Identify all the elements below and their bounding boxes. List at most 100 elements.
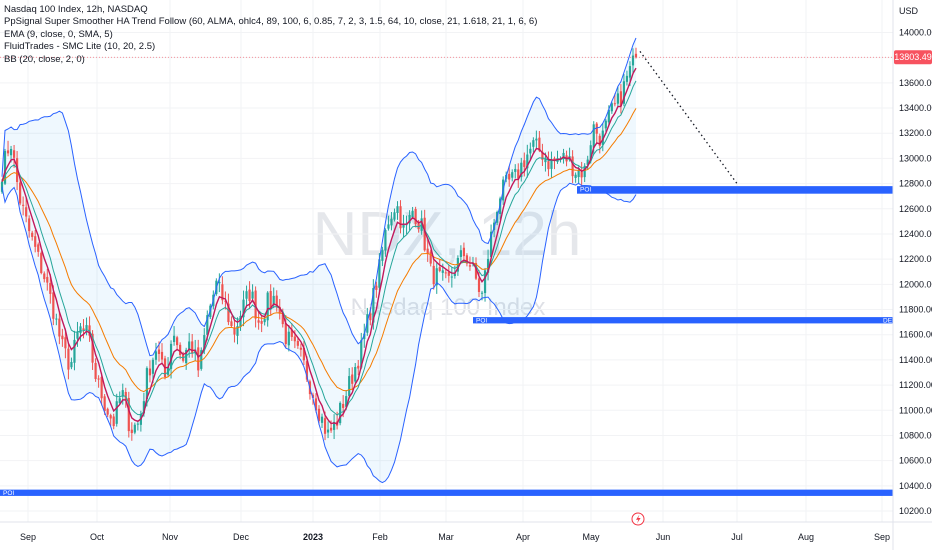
time-tick-label: May	[582, 532, 600, 542]
candle	[79, 323, 82, 342]
candle	[583, 163, 586, 183]
price-tick-label: 13400.00	[899, 103, 932, 113]
candle	[435, 262, 438, 294]
legend-title: Nasdaq 100 Index, 12h, NASDAQ	[4, 4, 148, 15]
price-tick-label: 11000.00	[899, 405, 932, 415]
candle	[197, 339, 200, 377]
candle	[526, 144, 529, 178]
candle	[28, 215, 31, 238]
candle	[631, 48, 635, 74]
time-tick-label: Aug	[798, 532, 814, 542]
candle	[610, 101, 613, 114]
candle	[176, 335, 179, 351]
candle	[402, 214, 405, 238]
candle	[172, 326, 176, 346]
candle	[619, 84, 623, 114]
price-tick-label: 11200.00	[899, 380, 932, 390]
price-tick-label: 13200.00	[899, 128, 932, 138]
candle	[326, 421, 330, 439]
candle	[15, 151, 19, 191]
poi-zone-box	[577, 186, 893, 194]
price-tick-label: 13000.00	[899, 153, 932, 163]
candle	[550, 151, 553, 179]
price-tick-label: 14000.00	[899, 28, 932, 38]
candle	[574, 172, 577, 183]
candle	[529, 142, 532, 161]
candle	[390, 212, 393, 231]
candle	[133, 422, 136, 435]
candle	[317, 405, 321, 425]
candle	[520, 157, 523, 182]
candle	[37, 242, 40, 257]
bb-lower-line	[1, 182, 637, 484]
poi-zone-label: POI	[3, 490, 14, 497]
candle	[19, 177, 22, 206]
candle	[447, 264, 450, 283]
time-axis[interactable]: Sep Oct Nov Dec 2023 Feb Mar Apr May Jun Jul Aug Sep	[20, 532, 890, 542]
candle	[604, 118, 607, 132]
candle	[43, 271, 46, 283]
candle	[411, 206, 414, 219]
candle	[127, 391, 130, 438]
price-tick-label: 12400.00	[899, 229, 932, 239]
grid	[0, 0, 893, 522]
candle	[580, 161, 583, 187]
indicator-lines	[1, 37, 637, 484]
candle	[396, 201, 399, 220]
candle	[242, 290, 245, 327]
smoother-line	[1, 67, 637, 425]
candle	[106, 407, 109, 418]
price-tick-label: 10200.00	[899, 506, 932, 516]
event-flag-icon[interactable]	[631, 512, 645, 526]
bollinger-band-fill	[2, 38, 636, 483]
candle	[230, 316, 233, 328]
time-tick-label: Nov	[162, 532, 179, 542]
candle	[22, 196, 25, 216]
legend-indicator-smoother[interactable]: PpSignal Super Smoother HA Trend Follow …	[4, 16, 538, 28]
candle	[622, 73, 626, 107]
time-tick-label: Sep	[874, 532, 890, 542]
candle	[348, 367, 351, 399]
last-price-badge	[894, 50, 932, 65]
candle	[432, 255, 435, 290]
price-tick-label: 12000.00	[899, 279, 932, 289]
candle	[154, 342, 158, 365]
ema-line	[1, 80, 637, 416]
candle	[34, 230, 37, 253]
candle	[67, 343, 70, 380]
candle	[616, 86, 619, 107]
candle	[601, 123, 604, 152]
candle	[287, 325, 290, 352]
price-tick-label: 13600.00	[899, 78, 932, 88]
candle	[64, 328, 67, 359]
poi-zone: POI DEM	[473, 317, 897, 325]
watermark-symbol: NDX, 12h	[313, 200, 582, 269]
candle	[459, 245, 462, 263]
candle	[375, 281, 378, 298]
candle	[562, 148, 565, 164]
candle	[12, 144, 16, 168]
candle	[73, 330, 76, 371]
candle	[112, 413, 115, 430]
candle	[269, 284, 272, 316]
poi-zone-label: POI	[476, 318, 487, 325]
price-tick-label: 10600.00	[899, 456, 932, 466]
candle	[532, 137, 535, 153]
time-tick-label: 2023	[303, 532, 323, 542]
price-tick-label: 12800.00	[899, 179, 932, 189]
candle	[94, 358, 97, 382]
candle	[130, 422, 133, 441]
candle	[634, 47, 638, 59]
candle	[290, 323, 293, 341]
candle	[444, 268, 447, 279]
price-axis[interactable]: 10200.00 10400.00 10600.00 10800.00 11000.00…	[899, 28, 932, 517]
candle	[462, 242, 466, 263]
legend-indicator-ema[interactable]: EMA (9, close, 0, SMA, 5)	[4, 28, 113, 40]
legend-indicator-smc[interactable]: FluidTrades - SMC Lite (10, 20, 2.5)	[4, 41, 156, 53]
time-tick-label: Dec	[233, 532, 250, 542]
candle	[595, 122, 598, 144]
candle	[200, 347, 203, 371]
legend-indicator-bb[interactable]: BB (20, close, 2, 0)	[4, 53, 85, 65]
candle	[136, 420, 139, 431]
